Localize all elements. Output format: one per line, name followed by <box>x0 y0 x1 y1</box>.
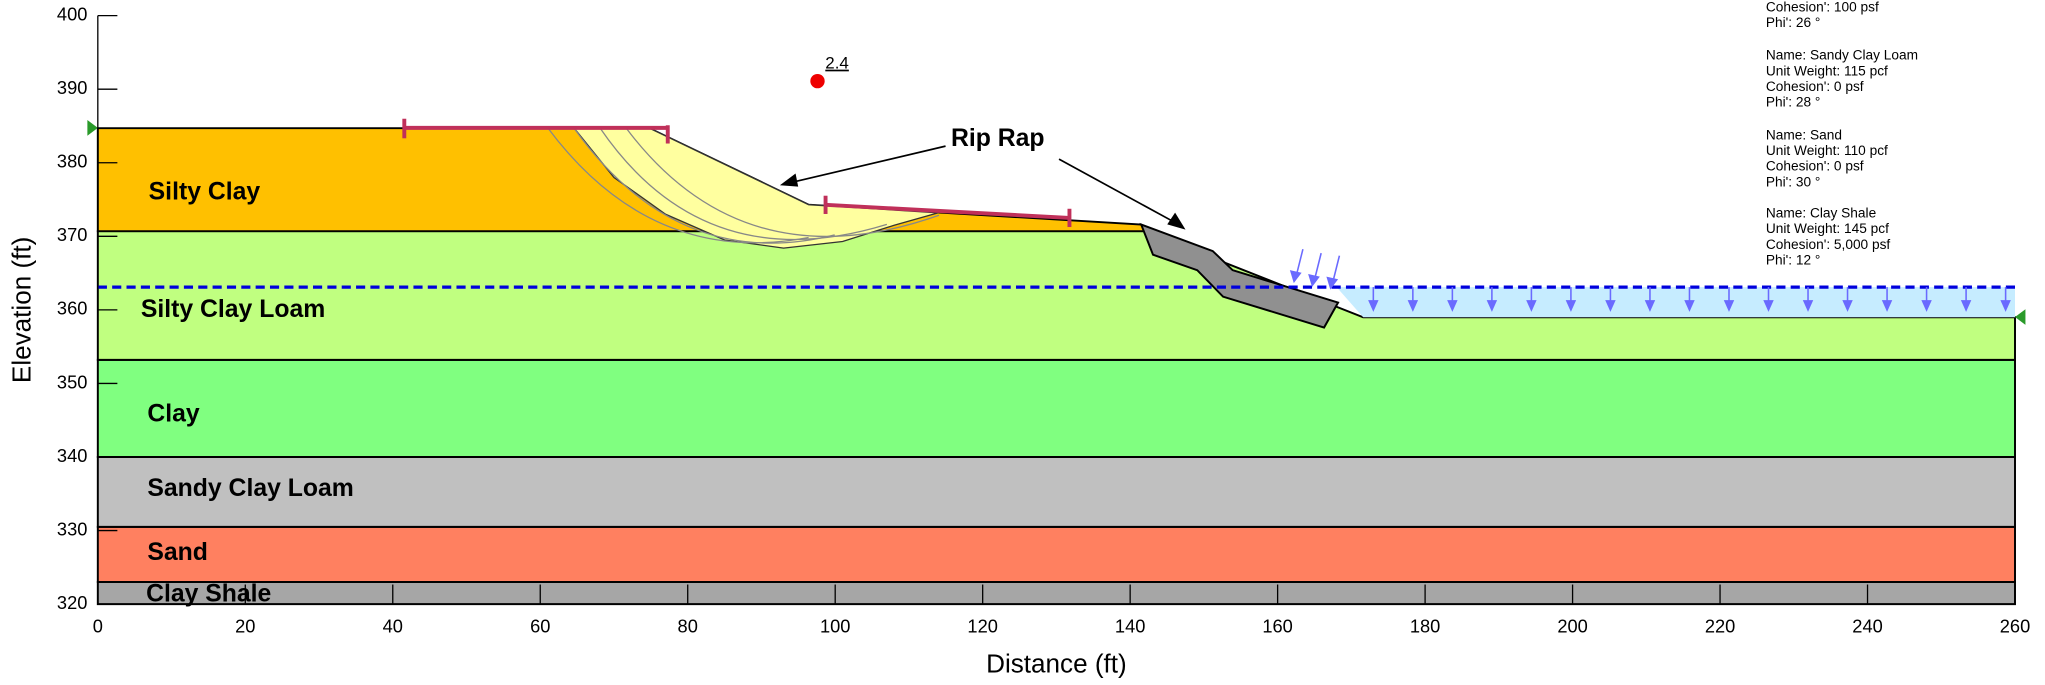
x-tick-label: 140 <box>1115 615 1145 636</box>
material-note: Unit Weight: 145 pcf <box>1766 221 1889 236</box>
region-label: Rip Rap <box>951 125 1045 152</box>
material-note: Name: Sand <box>1766 127 1842 142</box>
x-axis-title: Distance (ft) <box>986 648 1127 678</box>
x-tick-label: 40 <box>383 615 403 636</box>
y-tick-label: 330 <box>57 518 87 539</box>
soil-region <box>98 527 2015 582</box>
y-tick-label: 350 <box>57 371 87 392</box>
region-label: Clay <box>147 400 200 427</box>
x-tick-label: 20 <box>235 615 255 636</box>
arrow-head <box>780 174 798 187</box>
y-tick-label: 340 <box>57 445 87 466</box>
x-tick-label: 200 <box>1557 615 1587 636</box>
material-note: Cohesion': 0 psf <box>1766 159 1864 174</box>
region-label: Sand <box>147 539 208 566</box>
boundary-marker <box>2015 309 2025 325</box>
y-tick-label: 390 <box>57 77 87 98</box>
material-note: Cohesion': 0 psf <box>1766 79 1864 94</box>
boundary-marker <box>87 120 97 136</box>
fos-label: 2.4 <box>825 54 849 73</box>
material-note: Unit Weight: 115 pcf <box>1766 63 1888 78</box>
region-label: Silty Clay Loam <box>141 296 325 323</box>
material-note: Name: Clay Shale <box>1766 206 1876 221</box>
water-arrow <box>1296 249 1303 275</box>
fos-point <box>810 74 824 88</box>
material-note: Unit Weight: 110 pcf <box>1766 143 1888 158</box>
x-tick-label: 60 <box>530 615 550 636</box>
x-tick-label: 80 <box>678 615 698 636</box>
water-arrow-head <box>1290 270 1302 283</box>
water-arrow-head <box>1308 274 1320 287</box>
material-note: Cohesion': 100 psf <box>1766 0 1879 14</box>
soil-region <box>98 582 2015 604</box>
x-tick-label: 160 <box>1262 615 1292 636</box>
material-note: Phi': 28 ° <box>1766 95 1821 110</box>
x-tick-label: 180 <box>1410 615 1440 636</box>
soil-region <box>98 360 2015 457</box>
material-note: Phi': 26 ° <box>1766 15 1821 30</box>
y-tick-label: 380 <box>57 151 87 172</box>
arrow-head <box>1167 213 1185 230</box>
soil-region <box>98 457 2015 527</box>
material-note: Phi': 12 ° <box>1766 253 1821 268</box>
y-tick-label: 370 <box>57 224 87 245</box>
annotation-arrow <box>1059 159 1174 222</box>
annotation-arrow <box>790 146 945 183</box>
x-tick-label: 120 <box>967 615 997 636</box>
y-tick-label: 400 <box>57 3 87 24</box>
chart: Clay ShaleSandSandy Clay LoamClaySilty C… <box>0 0 2045 685</box>
y-tick-label: 360 <box>57 298 87 319</box>
water-arrow <box>1333 256 1340 282</box>
x-tick-label: 260 <box>2000 615 2030 636</box>
x-tick-label: 220 <box>1705 615 1735 636</box>
x-tick-label: 100 <box>820 615 850 636</box>
y-tick-label: 320 <box>57 592 87 613</box>
x-tick-label: 0 <box>93 615 103 636</box>
x-tick-label: 240 <box>1852 615 1882 636</box>
material-note: Cohesion': 5,000 psf <box>1766 237 1891 252</box>
region-label: Sandy Clay Loam <box>147 475 353 502</box>
region-label: Silty Clay <box>149 179 261 206</box>
material-note: Name: Sandy Clay Loam <box>1766 48 1918 63</box>
material-note: Phi': 30 ° <box>1766 174 1821 189</box>
water-arrow <box>1315 253 1322 279</box>
y-axis-title: Elevation (ft) <box>6 237 36 383</box>
ponded-water <box>1337 287 2015 317</box>
